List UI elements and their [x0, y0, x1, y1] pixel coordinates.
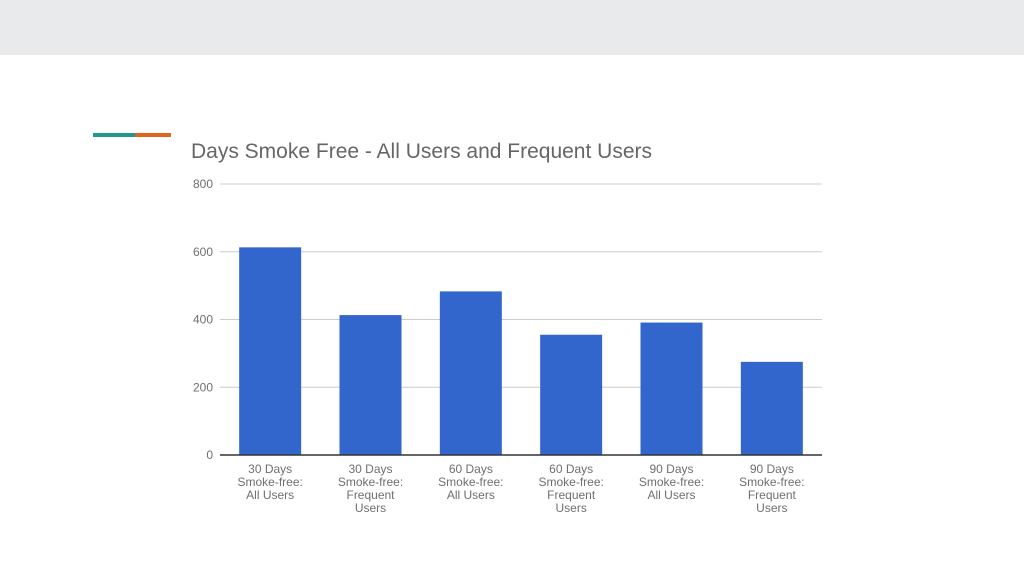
x-tick-label-line: Smoke-free:	[237, 475, 302, 489]
bar	[640, 322, 703, 455]
x-tick-label-line: Frequent	[346, 488, 395, 502]
x-tick-label: 90 Days Smoke-free: All Users	[639, 462, 704, 502]
bars	[239, 247, 803, 455]
bar	[740, 361, 803, 455]
y-tick-label: 800	[193, 177, 213, 191]
x-tick-label-line: Smoke-free:	[639, 475, 704, 489]
bar	[239, 247, 302, 455]
y-tick-label: 0	[206, 448, 213, 462]
x-tick-label-line: Users	[756, 501, 787, 515]
x-tick-label: 30 Days Smoke-free: Frequent Users	[338, 462, 403, 515]
x-tick-label-line: 60 Days	[549, 462, 593, 476]
x-tick-label-line: Frequent	[748, 488, 797, 502]
chart-title: Days Smoke Free - All Users and Frequent…	[191, 140, 652, 163]
y-axis-ticks: 0 200 400 600 800	[193, 177, 213, 462]
x-tick-label-line: 90 Days	[649, 462, 693, 476]
x-tick-label-line: 60 Days	[449, 462, 493, 476]
bar	[339, 315, 402, 455]
x-tick-label-line: All Users	[246, 488, 294, 502]
bar	[540, 334, 603, 455]
x-tick-label-line: Users	[355, 501, 386, 515]
x-tick-label-line: Smoke-free:	[538, 475, 603, 489]
x-tick-label: 60 Days Smoke-free: Frequent Users	[538, 462, 603, 515]
x-tick-label: 90 Days Smoke-free: Frequent Users	[739, 462, 804, 515]
x-tick-label: 60 Days Smoke-free: All Users	[438, 462, 503, 502]
grid-lines	[220, 183, 822, 388]
bar	[439, 291, 502, 455]
x-tick-label-line: 30 Days	[348, 462, 392, 476]
x-tick-label-line: Users	[555, 501, 586, 515]
y-tick-label: 600	[193, 245, 213, 259]
accent-bar-orange	[135, 133, 171, 137]
x-tick-label-line: All Users	[647, 488, 695, 502]
x-tick-label-line: Smoke-free:	[739, 475, 804, 489]
x-tick-label: 30 Days Smoke-free: All Users	[237, 462, 302, 502]
x-tick-label-line: 90 Days	[750, 462, 794, 476]
y-tick-label: 200	[193, 380, 213, 394]
x-tick-label-line: Smoke-free:	[338, 475, 403, 489]
x-tick-label-line: Smoke-free:	[438, 475, 503, 489]
accent-bar-teal	[93, 133, 135, 137]
top-band	[0, 0, 1024, 55]
x-tick-label-line: All Users	[447, 488, 495, 502]
x-tick-label-line: Frequent	[547, 488, 596, 502]
x-tick-label-line: 30 Days	[248, 462, 292, 476]
y-tick-label: 400	[193, 313, 213, 327]
